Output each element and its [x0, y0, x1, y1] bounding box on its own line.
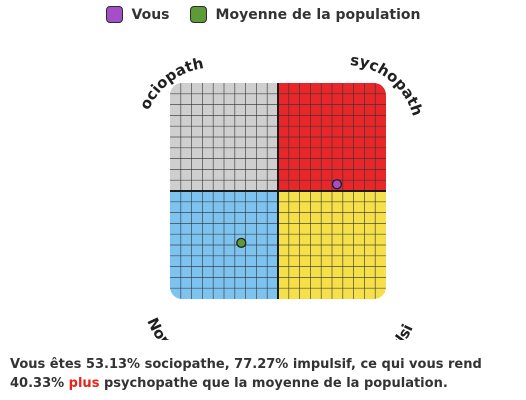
quadrant-chart: SociopathePsychopatheNormalImpulsif [0, 40, 427, 340]
legend-swatch-you [105, 6, 123, 23]
quadrant-label-normal: Normal [143, 315, 194, 340]
legend-item-you[interactable]: Vous [105, 6, 170, 23]
result-summary: Vous êtes 53.13% sociopathe, 77.27% impu… [10, 355, 515, 393]
legend-item-population-average[interactable]: Moyenne de la population [189, 6, 421, 23]
chart-legend: Vous Moyenne de la population [0, 6, 526, 23]
legend-label-you: Vous [131, 6, 170, 23]
plot-area [170, 83, 386, 299]
result-text-end: psychopathe que la moyenne de la populat… [99, 376, 448, 391]
result-highlight: plus [68, 376, 100, 391]
legend-swatch-population-average [189, 6, 207, 23]
legend-label-population-average: Moyenne de la population [215, 6, 421, 23]
data-point-you [331, 179, 343, 190]
result-text-start: Vous êtes 53.13% sociopathe, 77.27% impu… [10, 357, 482, 391]
data-point-population-average [236, 237, 247, 248]
